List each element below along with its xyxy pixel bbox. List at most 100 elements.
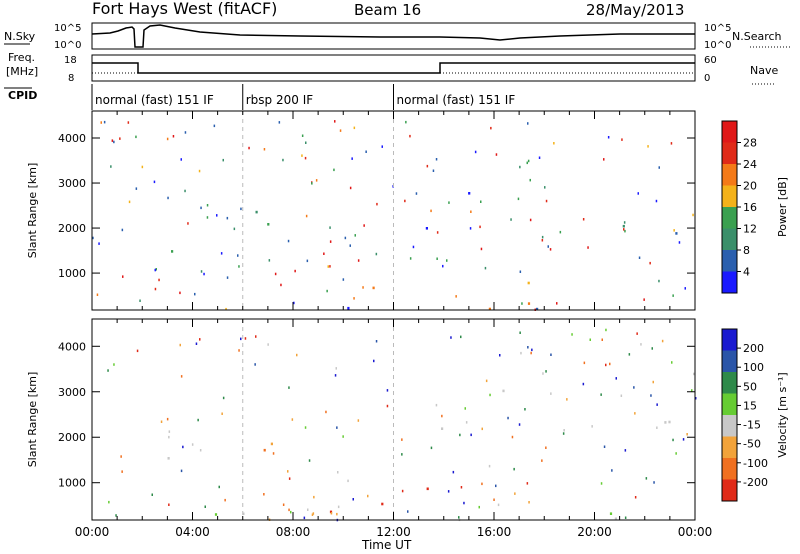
velocity-colorbar: 200 100 50 15 -15 -50 -100 -200 Velocity [m s⁻¹]: [721, 328, 789, 502]
heatmap-cell: [435, 158, 438, 161]
heatmap-cell: [545, 199, 548, 203]
heatmap-cell: [301, 154, 303, 157]
heatmap-cell: [650, 394, 652, 397]
x-tick-label: 16:00: [477, 525, 512, 539]
heatmap-cell: [488, 307, 491, 311]
heatmap-cell: [96, 293, 99, 296]
colorbar-tick-label: -15: [743, 419, 761, 432]
heatmap-cell: [634, 412, 636, 415]
heatmap-cell: [296, 353, 298, 357]
heatmap-cell: [187, 222, 189, 225]
colorbar-tick-label: 12: [743, 223, 757, 236]
heatmap-cell: [481, 427, 483, 431]
heatmap-cell: [600, 393, 602, 396]
heatmap-cell: [195, 342, 198, 345]
heatmap-cell: [103, 120, 106, 124]
heatmap-cell: [240, 207, 242, 211]
heatmap-cell: [527, 122, 529, 125]
heatmap-cell: [527, 159, 530, 163]
heatmap-cell: [238, 349, 240, 352]
heatmap-cell: [536, 307, 539, 311]
heatmap-cell: [168, 435, 170, 439]
heatmap-cell: [311, 513, 314, 516]
plot-title: Fort Hays West (fitACF): [92, 0, 277, 18]
heatmap-cell: [334, 120, 336, 123]
heatmap-cell: [200, 206, 202, 210]
colorbar-frame: [721, 328, 738, 502]
heatmap-cell: [675, 232, 678, 235]
colorbar-swatch: [722, 142, 737, 165]
heatmap-cell: [563, 429, 565, 432]
x-tick-label: 00:00: [75, 525, 110, 539]
heatmap-cell: [244, 337, 247, 340]
heatmap-cell: [653, 481, 655, 484]
heatmap-cell: [426, 487, 429, 491]
heatmap-cell: [645, 477, 648, 480]
freq-label: Freq.: [8, 51, 35, 64]
heatmap-cell: [335, 367, 337, 370]
heatmap-cell: [521, 302, 523, 305]
heatmap-cell: [664, 421, 667, 424]
heatmap-cell: [489, 393, 491, 397]
heatmap-cell: [347, 306, 350, 310]
heatmap-cell: [206, 204, 209, 207]
heatmap-cell: [365, 150, 367, 153]
heatmap-cell: [478, 505, 480, 509]
heatmap-cell: [372, 286, 375, 290]
heatmap-cell: [220, 252, 223, 255]
heatmap-cell: [643, 298, 645, 301]
noise-tick-bottom-right: 10^0: [704, 40, 731, 51]
heatmap-cell: [404, 199, 406, 203]
heatmap-cell: [167, 457, 170, 460]
heatmap-cell: [605, 363, 607, 367]
heatmap-cell: [495, 484, 497, 488]
heatmap-cell: [549, 248, 552, 251]
nsky-label: N.Sky: [4, 30, 36, 43]
heatmap-cell: [480, 200, 482, 203]
y-tick-label: 3000: [58, 386, 86, 399]
heatmap-cell: [469, 227, 472, 230]
heatmap-cell: [542, 372, 544, 375]
heatmap-cell: [412, 245, 415, 249]
colorbar-tick-label: 20: [743, 180, 757, 193]
heatmap-cell: [470, 433, 472, 437]
heatmap-cell: [342, 278, 345, 281]
colorbar-swatch: [722, 479, 737, 502]
heatmap-cell: [468, 192, 471, 195]
heatmap-cell: [527, 281, 530, 285]
heatmap-cell: [329, 226, 331, 229]
colorbar-swatch: [722, 436, 737, 459]
power-colorbar: 4 8 12 16 20 24 28 Power [dB]: [721, 120, 789, 294]
heatmap-cell: [330, 512, 333, 515]
heatmap-cell: [313, 495, 315, 499]
heatmap-cell: [609, 512, 613, 515]
heatmap-cell: [222, 158, 224, 162]
heatmap-cell: [656, 403, 658, 406]
heatmap-cell: [692, 213, 694, 217]
heatmap-cell: [166, 417, 169, 421]
heatmap-cell: [436, 257, 438, 260]
heatmap-cell: [347, 479, 349, 483]
heatmap-cell: [426, 164, 429, 168]
heatmap-cell: [327, 265, 329, 268]
heatmap-cell: [214, 513, 218, 516]
cpid-row: normal (fast) 151 IF rbsp 200 IF normal (f…: [91, 84, 516, 110]
heatmap-cell: [198, 169, 201, 173]
heatmap-cell: [493, 498, 495, 501]
heatmap-cell: [541, 239, 544, 242]
heatmap-cell: [621, 138, 623, 141]
heatmap-cell: [307, 508, 309, 511]
beam-label: Beam 16: [354, 1, 421, 19]
heatmap-cell: [470, 210, 472, 213]
heatmap-cell: [155, 268, 157, 271]
heatmap-cell: [166, 137, 169, 141]
heatmap-cell: [337, 471, 339, 474]
cpid-segment-label: normal (fast) 151 IF: [397, 93, 516, 107]
heatmap-cell: [293, 301, 295, 305]
nsky-trace: [91, 24, 695, 48]
heatmap-cell: [591, 425, 593, 428]
heatmap-cell: [375, 340, 378, 343]
heatmap-cell: [282, 158, 284, 162]
heatmap-cell: [405, 120, 407, 124]
heatmap-cell: [601, 338, 603, 341]
